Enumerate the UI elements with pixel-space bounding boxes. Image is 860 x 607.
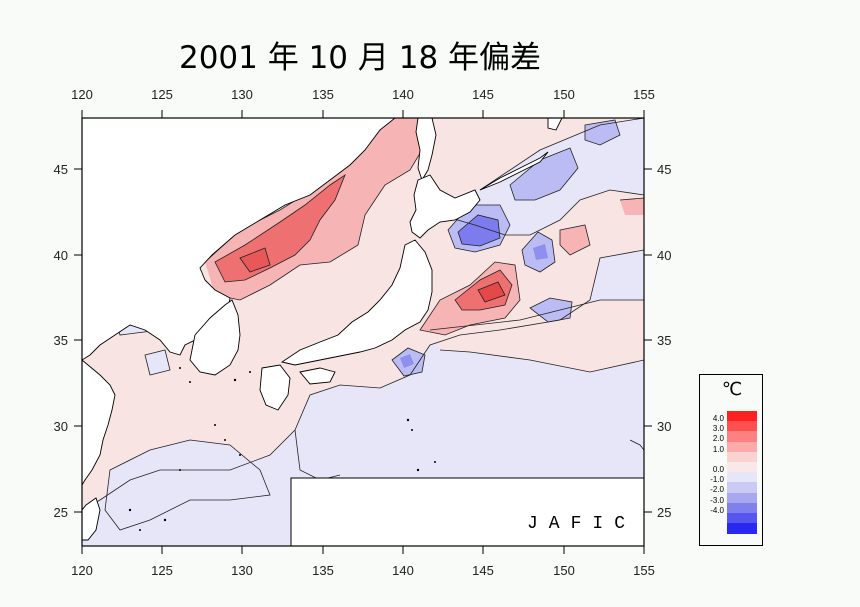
lon-label-bottom-140: 140 (392, 563, 414, 578)
land-hokkaido (409, 174, 481, 239)
inset-box (290, 477, 644, 546)
color-legend: ℃ 4.0 3.0 2.0 1.0 0.0 -1.0 -2.0 -3.0 -4.0 (699, 374, 763, 546)
cool-weak-ecs-2 (145, 350, 170, 375)
lat-label-right-45: 45 (657, 162, 671, 177)
land-china-south (82, 359, 116, 486)
land-masses (82, 118, 563, 541)
lon-label-bottom-150: 150 (553, 563, 575, 578)
legend-label: 3.0 (712, 424, 724, 434)
lat-label-left-25: 25 (54, 505, 68, 520)
legend-swatch (727, 523, 757, 534)
warm-strong-core (240, 248, 270, 272)
cool-weak-ecs (105, 440, 270, 530)
lat-label-left-35: 35 (54, 333, 68, 348)
land-sakhalin (415, 118, 437, 182)
legend-label: -4.0 (710, 505, 724, 515)
legend-label: 1.0 (712, 444, 724, 454)
legend-swatch (727, 462, 757, 473)
land-taiwan (82, 497, 101, 541)
land-kuril (479, 151, 549, 191)
lat-label-right-35: 35 (657, 333, 671, 348)
cool-strong-boso (400, 354, 414, 368)
lat-label-left-45: 45 (54, 162, 68, 177)
legend-swatch (727, 451, 757, 463)
lon-label-bottom-130: 130 (231, 563, 253, 578)
map-frame (81, 117, 645, 547)
lon-label-top-155: 155 (633, 87, 655, 102)
legend-label: 0.0 (712, 465, 724, 474)
land-shikoku (299, 367, 336, 385)
warm-mid-east (560, 225, 590, 255)
land-korea (189, 299, 241, 376)
lon-label-top-130: 130 (231, 87, 253, 102)
jafic-credit: JAFIC (527, 514, 637, 534)
legend-swatch (727, 513, 757, 524)
legend-label: 4.0 (712, 414, 724, 423)
legend-label: 2.0 (712, 434, 724, 444)
legend-label: -3.0 (710, 495, 724, 505)
land-honshu (280, 239, 433, 366)
lon-label-top-120: 120 (71, 87, 93, 102)
tick-marks (74, 110, 652, 554)
lon-label-top-135: 135 (312, 87, 334, 102)
lon-label-bottom-145: 145 (472, 563, 494, 578)
land-kamchatka (547, 118, 563, 131)
warm-mid-far-east (620, 198, 644, 215)
legend-label: -2.0 (710, 485, 724, 495)
lon-label-bottom-125: 125 (151, 563, 173, 578)
legend-swatch (727, 431, 757, 443)
anomaly-contours (82, 118, 644, 546)
legend-unit-label: ℃ (721, 379, 743, 400)
legend-swatch (727, 502, 757, 514)
cool-mid-far (585, 120, 620, 145)
legend-label: -1.0 (710, 475, 724, 485)
land-kyushu (259, 364, 291, 411)
lon-label-top-145: 145 (472, 87, 494, 102)
lat-label-left-40: 40 (54, 248, 68, 263)
lon-label-top-140: 140 (392, 87, 414, 102)
legend-swatch (727, 411, 757, 422)
legend-swatch (727, 472, 757, 483)
lon-label-top-150: 150 (553, 87, 575, 102)
lon-label-bottom-120: 120 (71, 563, 93, 578)
lat-label-left-30: 30 (54, 419, 68, 434)
cool-strong-east-1 (533, 244, 548, 260)
lat-label-right-30: 30 (657, 419, 671, 434)
lat-label-right-40: 40 (657, 248, 671, 263)
cool-weak-north-pacific (582, 378, 596, 386)
lon-label-bottom-155: 155 (633, 563, 655, 578)
legend-swatch (727, 441, 757, 453)
cool-strong-off-hokkaido (458, 215, 500, 246)
map-title: 2001 年 10 月 18 年偏差 (178, 40, 542, 76)
legend-swatch (727, 421, 757, 432)
warm-weak-kuroshio (430, 300, 644, 372)
legend-swatch (727, 482, 757, 494)
lon-label-bottom-135: 135 (312, 563, 334, 578)
lon-label-top-125: 125 (151, 87, 173, 102)
lat-label-right-25: 25 (657, 505, 671, 520)
legend-swatch (727, 492, 757, 504)
cool-mid-kuril (510, 148, 578, 200)
